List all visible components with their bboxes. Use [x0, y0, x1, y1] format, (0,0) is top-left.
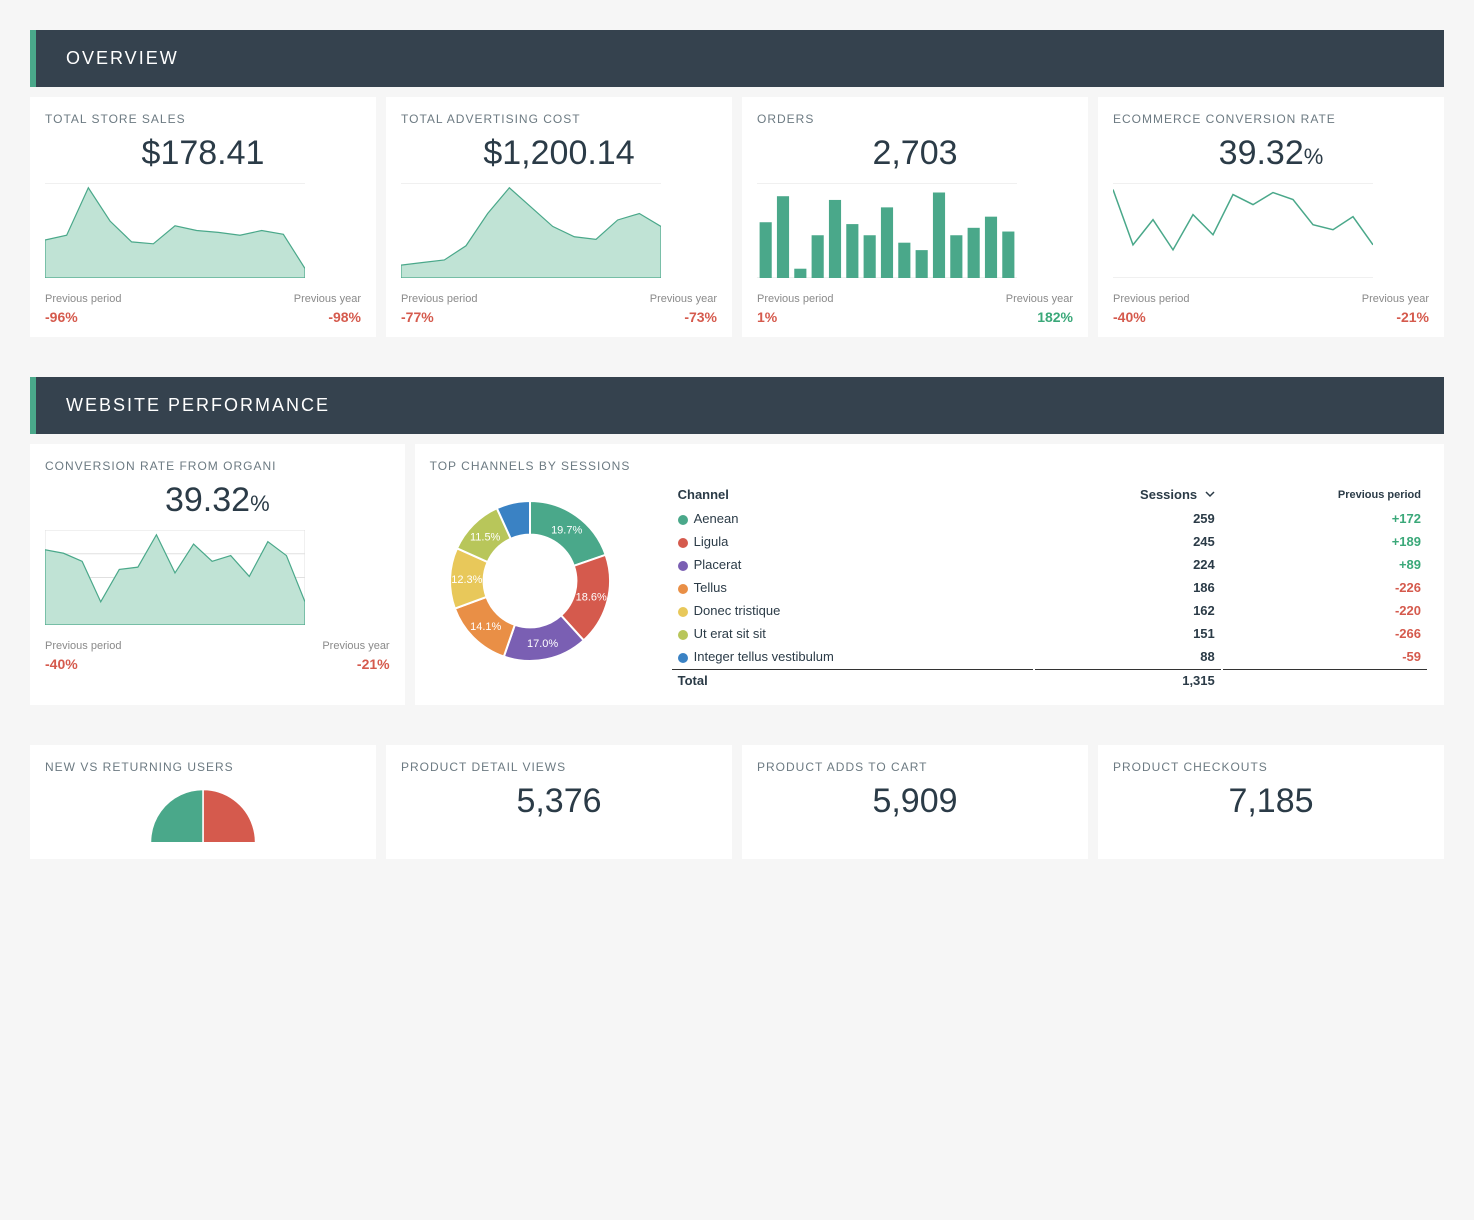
conversion-card: CONVERSION RATE FROM ORGANI 39.32% Previ…: [30, 444, 405, 705]
prev-year: Previous year-73%: [650, 293, 717, 325]
card-title: TOTAL STORE SALES: [45, 112, 361, 126]
pie-chart: [45, 782, 361, 842]
overview-card: ORDERS 2,703 Previous period1% Previous yea…: [742, 97, 1088, 337]
card-value: $1,200.14: [401, 134, 717, 173]
card-value: 5,376: [401, 782, 717, 821]
th-channel[interactable]: Channel: [672, 483, 1033, 506]
card-value: 2,703: [757, 134, 1073, 173]
legend-dot-icon: [678, 607, 688, 617]
prev-year: Previous year -21%: [322, 640, 389, 672]
legend-dot-icon: [678, 630, 688, 640]
conversion-sparkline: [45, 530, 305, 625]
svg-text:11.5%: 11.5%: [470, 531, 501, 543]
legend-dot-icon: [678, 538, 688, 548]
th-prev: Previous period: [1223, 483, 1427, 506]
card-title: ECOMMERCE CONVERSION RATE: [1113, 112, 1429, 126]
card-title: PRODUCT DETAIL VIEWS: [401, 760, 717, 774]
table-row[interactable]: Aenean259+172: [672, 508, 1427, 529]
card-value: 39.32%: [45, 481, 390, 520]
chevron-down-icon: [1205, 487, 1215, 502]
card-value: 7,185: [1113, 782, 1429, 821]
overview-card: TOTAL STORE SALES $178.41 Previous period-…: [30, 97, 376, 337]
prev-year: Previous year182%: [1006, 293, 1073, 325]
overview-row: TOTAL STORE SALES $178.41 Previous period-…: [30, 97, 1444, 337]
prev-period: Previous period-96%: [45, 293, 121, 325]
metric-card: NEW VS RETURNING USERS: [30, 745, 376, 859]
prev-period: Previous period-77%: [401, 293, 477, 325]
legend-dot-icon: [678, 653, 688, 663]
section-header-website: WEBSITE PERFORMANCE: [30, 377, 1444, 434]
card-sparkline: [45, 183, 305, 278]
table-row[interactable]: Ligula245+189: [672, 531, 1427, 552]
website-row-2: NEW VS RETURNING USERS PRODUCT DETAIL VIE…: [30, 745, 1444, 859]
legend-dot-icon: [678, 561, 688, 571]
card-sparkline: [401, 183, 661, 278]
card-value: 39.32%: [1113, 134, 1429, 173]
metric-card: PRODUCT CHECKOUTS 7,185: [1098, 745, 1444, 859]
card-title: PRODUCT CHECKOUTS: [1113, 760, 1429, 774]
card-title: NEW VS RETURNING USERS: [45, 760, 361, 774]
svg-text:19.7%: 19.7%: [551, 525, 582, 537]
card-sparkline: [1113, 183, 1373, 278]
metric-card: PRODUCT ADDS TO CART 5,909: [742, 745, 1088, 859]
prev-period: Previous period -40%: [45, 640, 121, 672]
svg-text:14.1%: 14.1%: [470, 621, 501, 633]
prev-period: Previous period-40%: [1113, 293, 1189, 325]
prev-year: Previous year-21%: [1362, 293, 1429, 325]
card-sparkline: [757, 183, 1017, 278]
table-row[interactable]: Tellus186-226: [672, 577, 1427, 598]
prev-year: Previous year-98%: [294, 293, 361, 325]
metric-card: PRODUCT DETAIL VIEWS 5,376: [386, 745, 732, 859]
card-title: PRODUCT ADDS TO CART: [757, 760, 1073, 774]
card-value: $178.41: [45, 134, 361, 173]
legend-dot-icon: [678, 515, 688, 525]
overview-card: TOTAL ADVERTISING COST $1,200.14 Previous …: [386, 97, 732, 337]
card-title: ORDERS: [757, 112, 1073, 126]
channels-card: TOP CHANNELS BY SESSIONS 19.7% 18.6% 17.0%…: [415, 444, 1444, 705]
table-row[interactable]: Placerat224+89: [672, 554, 1427, 575]
website-row-1: CONVERSION RATE FROM ORGANI 39.32% Previ…: [30, 444, 1444, 705]
table-row[interactable]: Integer tellus vestibulum88-59: [672, 646, 1427, 667]
card-title: CONVERSION RATE FROM ORGANI: [45, 459, 390, 473]
th-sessions[interactable]: Sessions: [1035, 483, 1221, 506]
svg-text:17.0%: 17.0%: [527, 638, 558, 650]
svg-text:12.3%: 12.3%: [451, 574, 482, 586]
card-value: 5,909: [757, 782, 1073, 821]
card-title: TOP CHANNELS BY SESSIONS: [430, 459, 1429, 473]
svg-text:18.6%: 18.6%: [575, 592, 606, 604]
channels-table: Channel Sessions Previous period Aenean2…: [670, 481, 1429, 693]
table-row-total: Total1,315: [672, 669, 1427, 691]
table-row[interactable]: Ut erat sit sit151-266: [672, 623, 1427, 644]
prev-period: Previous period1%: [757, 293, 833, 325]
card-title: TOTAL ADVERTISING COST: [401, 112, 717, 126]
channels-donut: 19.7% 18.6% 17.0% 14.1% 12.3% 11.5%: [430, 481, 630, 681]
overview-card: ECOMMERCE CONVERSION RATE 39.32% Previous …: [1098, 97, 1444, 337]
section-header-overview: OVERVIEW: [30, 30, 1444, 87]
table-row[interactable]: Donec tristique162-220: [672, 600, 1427, 621]
legend-dot-icon: [678, 584, 688, 594]
